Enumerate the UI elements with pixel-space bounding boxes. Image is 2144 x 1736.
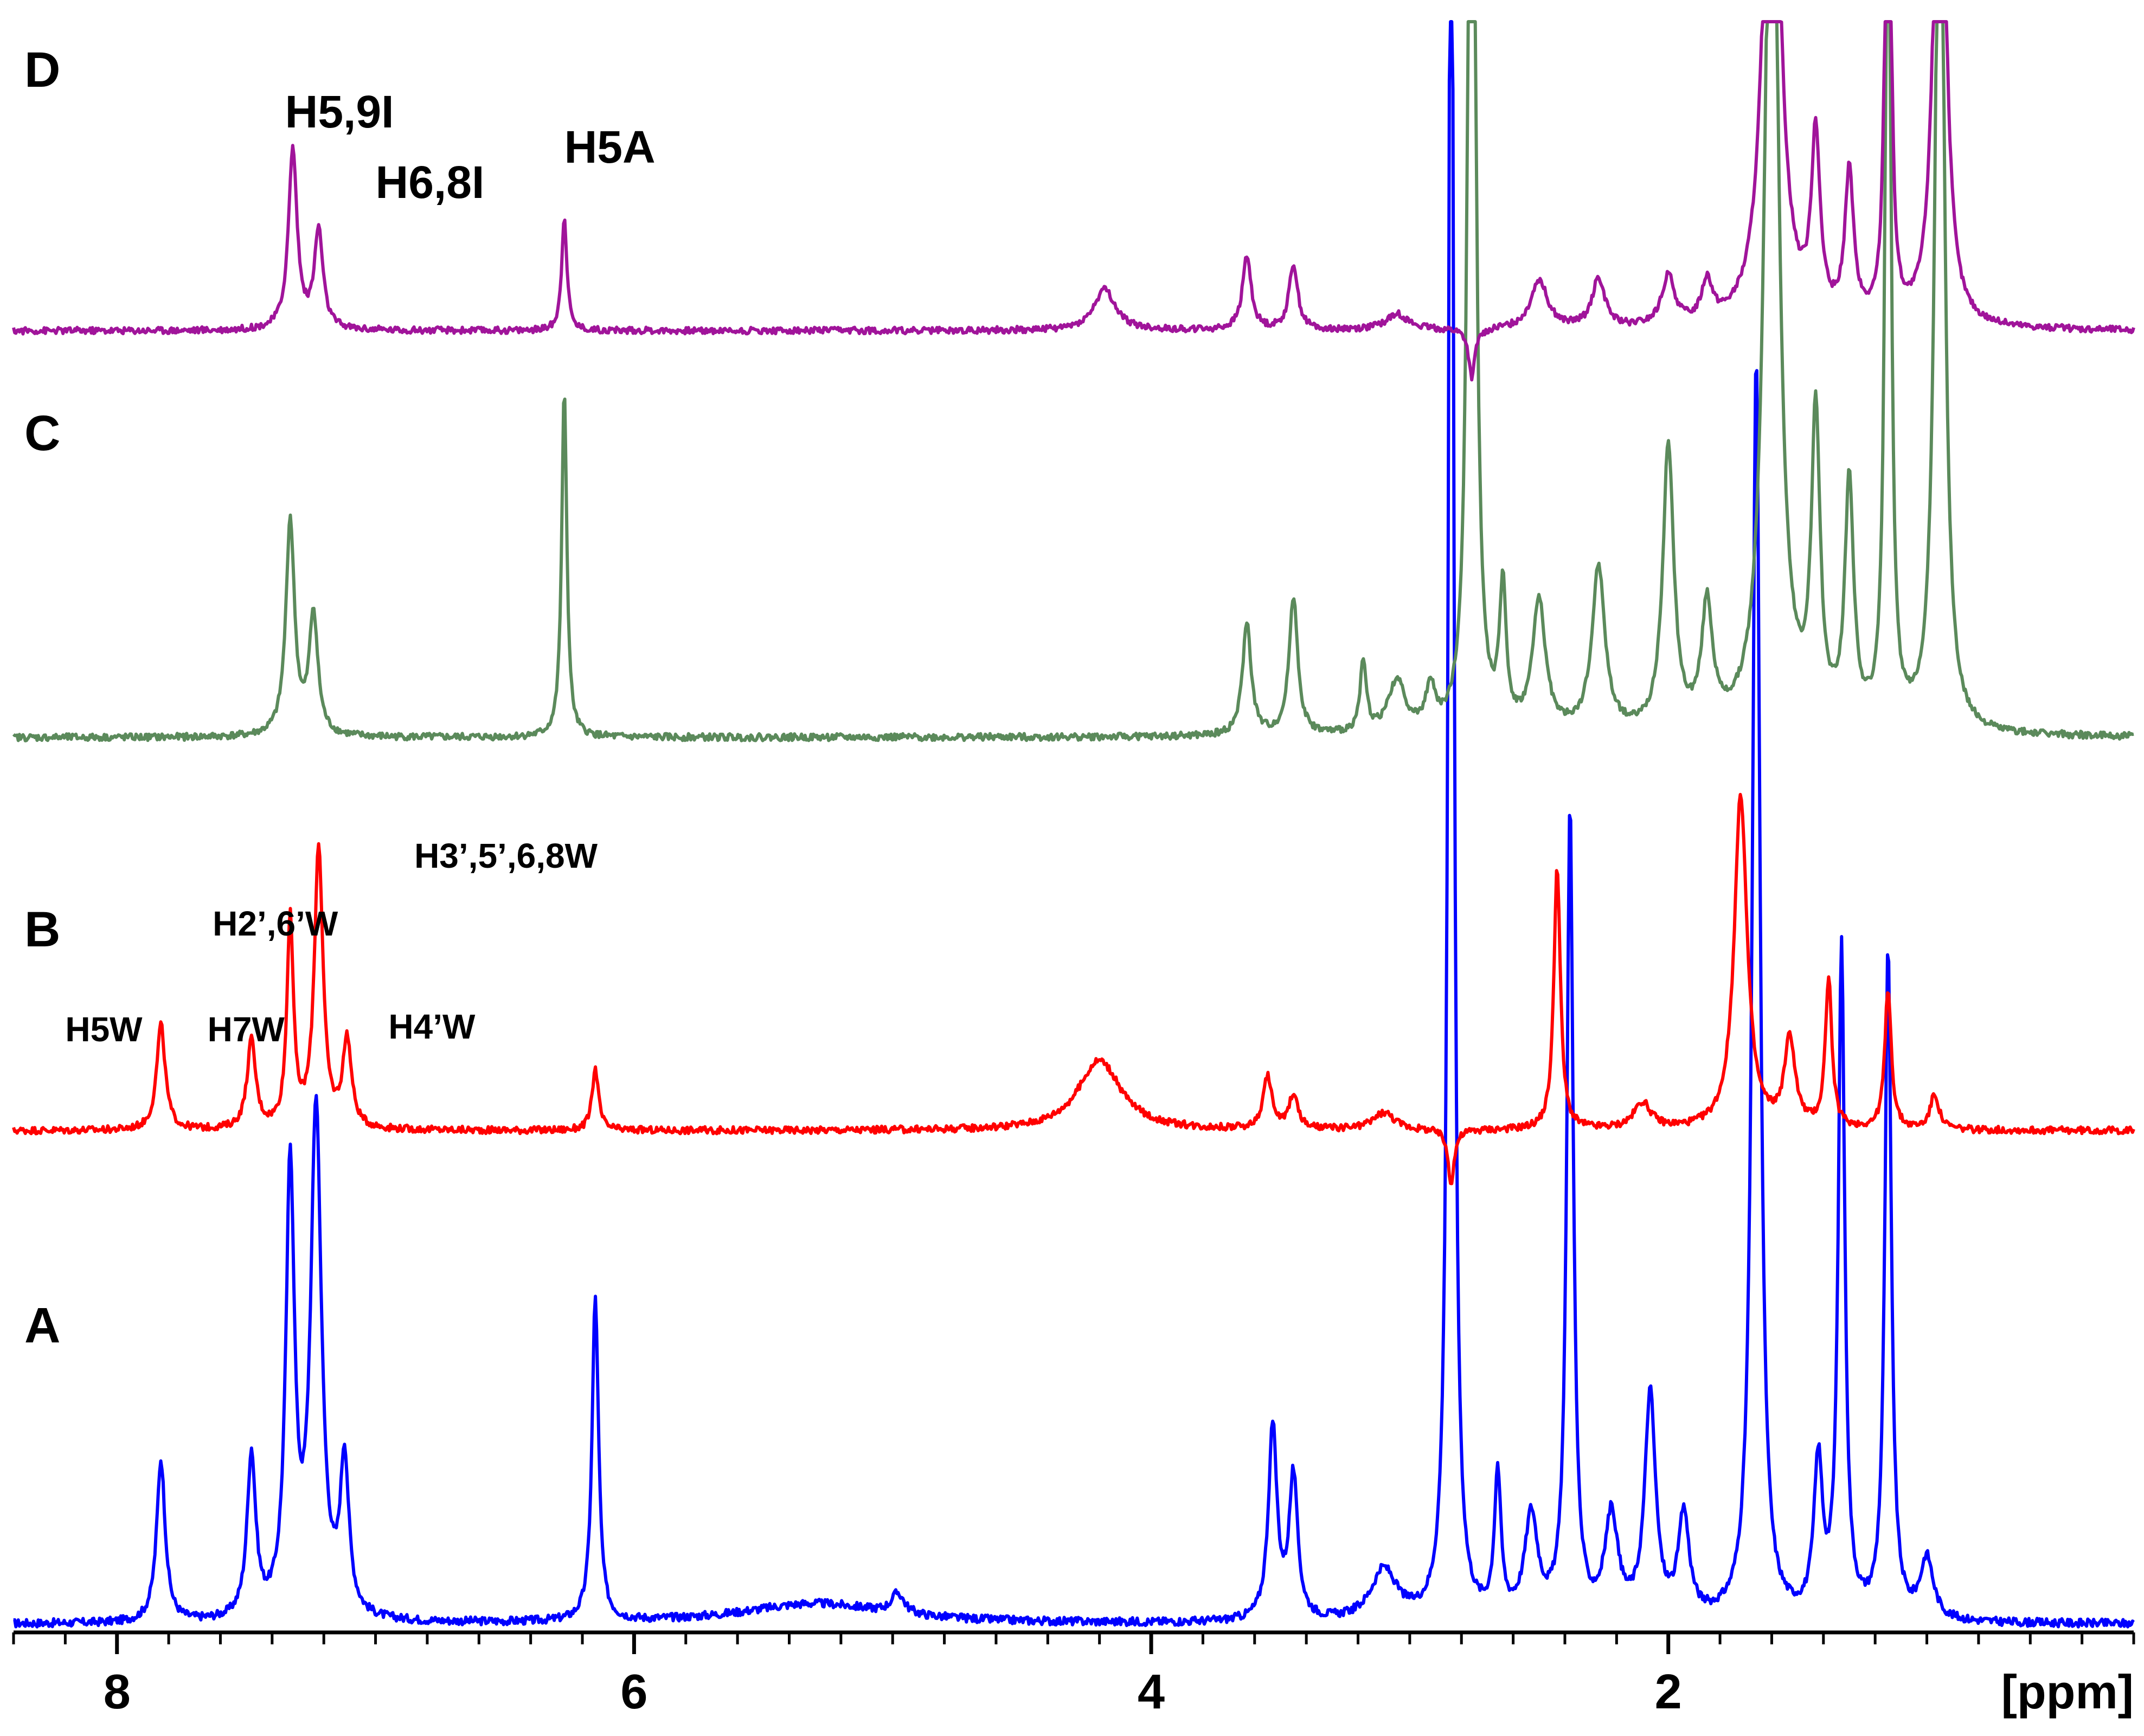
spectrum-a-line <box>13 20 2135 1629</box>
x-axis-unit-label: [ppm] <box>2001 1665 2134 1719</box>
panel-label-c: C <box>24 406 60 461</box>
x-tick-label: 4 <box>1138 1665 1165 1719</box>
spectrum-d-line <box>12 20 2135 382</box>
x-tick-label: 8 <box>104 1665 131 1719</box>
x-tick-label: 6 <box>620 1665 647 1719</box>
peak-annotation: H5W <box>65 1010 143 1049</box>
peak-annotation: H5,9I <box>285 86 394 137</box>
panel-label-a: A <box>24 1298 60 1353</box>
peak-annotation: H6,8I <box>376 157 485 208</box>
labels-layer: A B C D H5,9I H6,8I H5A H5W H7W H2’,6’W H3’,5’,6,8… <box>24 42 656 1353</box>
peak-annotation: H7W <box>208 1010 285 1049</box>
spectrum-b-line <box>12 793 2135 1186</box>
peak-annotation: H3’,5’,6,8W <box>414 836 598 875</box>
peak-annotation: H5A <box>564 121 656 172</box>
peak-annotation: H2’,6’W <box>213 904 338 943</box>
spectra-layer <box>12 20 2135 1629</box>
x-tick-label: 2 <box>1655 1665 1682 1719</box>
panel-label-b: B <box>24 902 60 957</box>
peak-annotation: H4’W <box>388 1007 476 1046</box>
x-axis: 8 6 4 2 [ppm] <box>12 1630 2135 1719</box>
spectrum-c-line <box>12 20 2134 742</box>
panel-label-d: D <box>24 42 60 98</box>
